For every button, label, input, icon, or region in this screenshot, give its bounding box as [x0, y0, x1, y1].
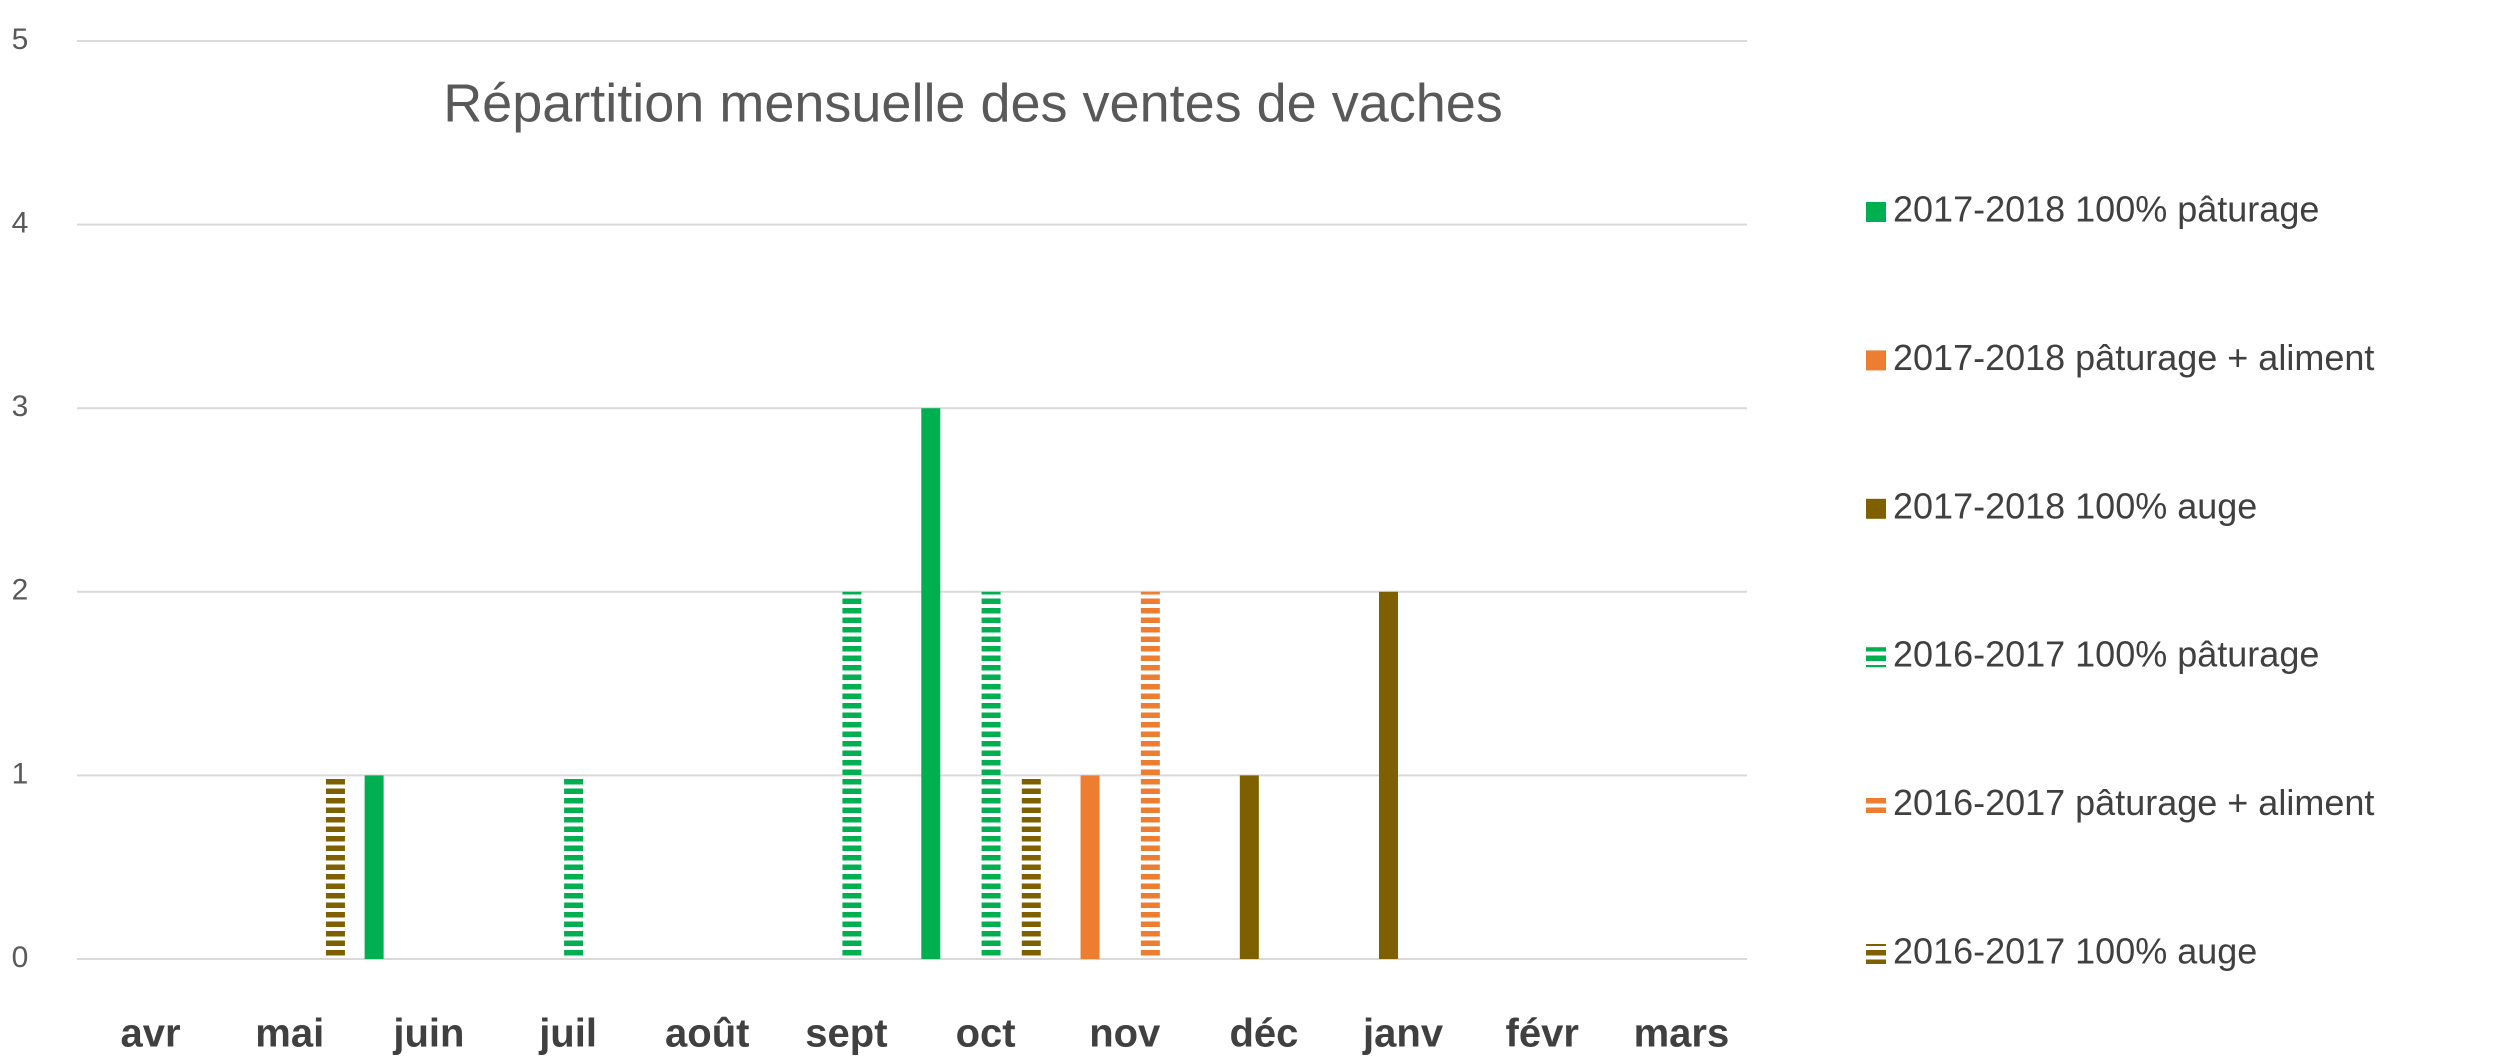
x-tick-label: déc	[1229, 1012, 1298, 1056]
x-tick-label: févr	[1506, 1012, 1579, 1056]
bar	[564, 775, 584, 959]
bar	[842, 591, 862, 959]
x-tick-label: mai	[255, 1012, 324, 1056]
legend-marker	[1866, 795, 1886, 816]
y-tick-label: 2	[12, 574, 29, 607]
x-tick-label: juil	[538, 1012, 597, 1056]
chart-title: Répartition mensuelle des ventes de vach…	[443, 73, 1503, 133]
legend-marker	[1866, 647, 1886, 668]
y-tick-label: 1	[12, 757, 29, 790]
bar	[1239, 775, 1259, 959]
y-tick-label: 3	[12, 390, 29, 423]
bar	[1378, 591, 1398, 959]
bar	[981, 591, 1001, 959]
legend-marker	[1866, 202, 1886, 222]
legend-label: 2016-2017 100% pâturage	[1893, 634, 2319, 675]
bar	[1080, 775, 1100, 959]
legend-marker	[1866, 944, 1886, 964]
legend-marker	[1866, 498, 1886, 519]
bar	[1021, 775, 1041, 959]
x-tick-label: juin	[392, 1012, 464, 1056]
legend-label: 2017-2018 100% auge	[1893, 485, 2257, 526]
legend-marker	[1866, 350, 1886, 371]
x-tick-label: oct	[956, 1012, 1016, 1056]
legend-label: 2017-2018 100% pâturage	[1893, 189, 2319, 230]
y-tick-label: 4	[12, 207, 29, 240]
x-tick-label: janv	[1362, 1012, 1444, 1056]
y-tick-label: 0	[12, 941, 29, 974]
legend-label: 2016-2017 100% auge	[1893, 931, 2257, 972]
bar	[921, 408, 941, 959]
bar	[1140, 591, 1160, 959]
legend-label: 2017-2018 pâturage + aliment	[1893, 337, 2374, 378]
x-tick-label: sept	[805, 1012, 887, 1056]
x-tick-label: mars	[1634, 1012, 1730, 1056]
bar	[364, 775, 384, 959]
bar	[325, 775, 345, 959]
x-tick-label: août	[665, 1012, 749, 1056]
y-tick-label: 5	[12, 23, 29, 56]
x-tick-label: nov	[1089, 1012, 1161, 1056]
legend-label: 2016-2017 pâturage + aliment	[1893, 782, 2374, 823]
x-tick-label: avr	[121, 1012, 181, 1056]
